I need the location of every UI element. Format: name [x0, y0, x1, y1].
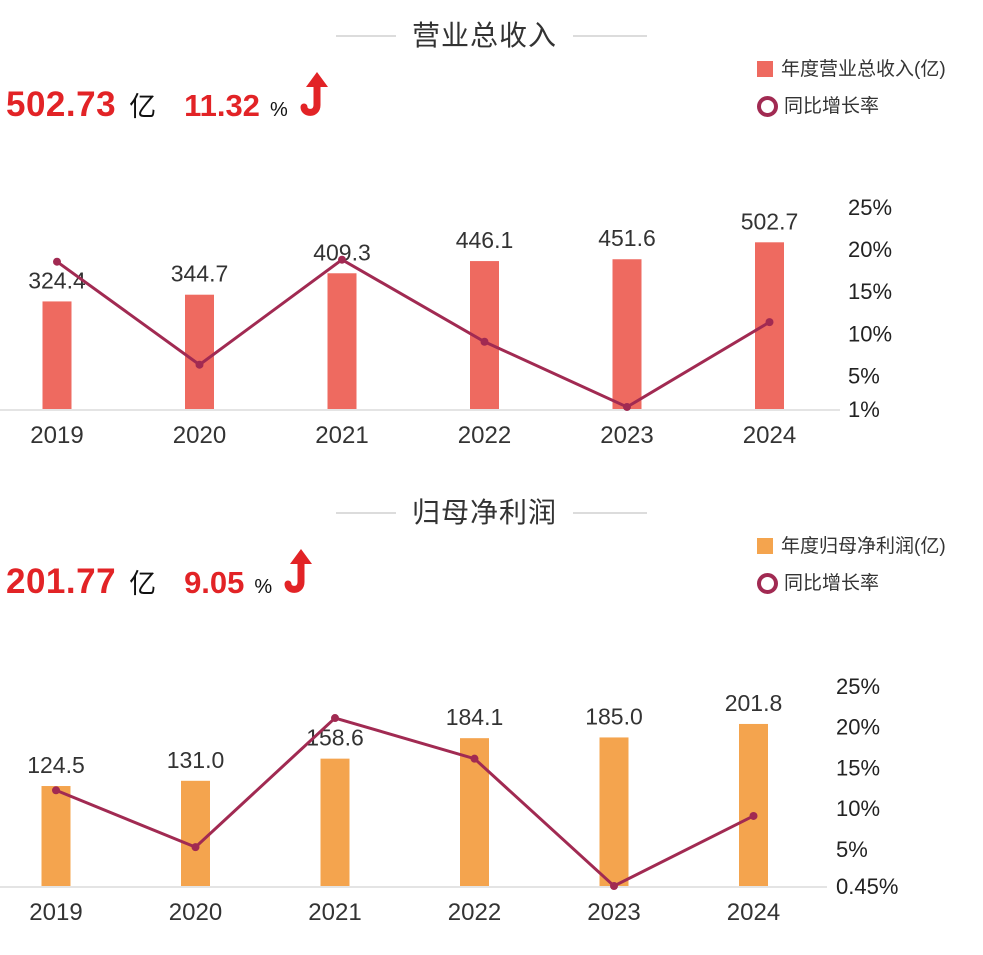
growth-point	[623, 402, 631, 411]
x-axis-label: 2019	[29, 899, 82, 926]
profit-legend: 年度归母净利润(亿) 同比增长率	[757, 535, 946, 609]
bar	[185, 294, 214, 409]
growth-point	[470, 754, 479, 763]
bar	[612, 259, 642, 409]
growth-point	[338, 255, 346, 264]
profit-chart-plot: 124.52019131.02020158.62021184.12022185.…	[0, 674, 898, 926]
x-axis-label: 2020	[173, 422, 226, 449]
bar	[460, 738, 489, 886]
bar-series-swatch	[757, 538, 773, 554]
bar	[181, 780, 210, 886]
bar	[41, 786, 71, 886]
revenue-legend: 年度营业总收入(亿) 同比增长率	[757, 58, 946, 132]
bar-series-label: 年度归母净利润(亿)	[781, 535, 946, 557]
y-axis-tick-label: 10%	[848, 321, 892, 346]
x-axis-label: 2019	[30, 422, 83, 449]
profit-section: 124.5 2019 131.0 2020 158.6 2021 184.1 2022 185.…	[0, 477, 983, 955]
revenue-kpi-value: 502.73	[6, 85, 117, 124]
x-axis-label: 2023	[587, 899, 640, 926]
y-axis-tick-label: 1%	[848, 397, 880, 422]
line-series-ring-icon	[757, 572, 778, 594]
line-series-label: 同比增长率	[784, 572, 880, 594]
growth-point	[53, 257, 61, 266]
profit-kpi-growth: 9.05	[184, 565, 245, 600]
bar-value-label: 446.1	[456, 227, 514, 253]
bar-value-label: 201.8	[725, 690, 783, 716]
y-axis-tick-label: 5%	[836, 837, 868, 862]
y-axis-tick-label: 20%	[848, 237, 892, 262]
legend-row-line: 同比增长率	[757, 95, 946, 117]
growth-point	[480, 337, 489, 346]
line-series-ring-icon	[757, 95, 778, 117]
growth-line	[55, 716, 755, 888]
bar	[739, 723, 768, 886]
growth-point	[331, 714, 339, 723]
title-dash-right	[573, 35, 647, 37]
y-axis-tick-label: 25%	[848, 195, 892, 220]
y-axis-tick-label: 15%	[848, 279, 892, 304]
up-arrow-icon	[284, 549, 313, 593]
growth-point	[765, 318, 774, 327]
revenue-chart-plot: 324.42019344.72020409.32021446.12022451.…	[0, 195, 892, 449]
bar-value-label: 324.4	[28, 267, 86, 293]
legend-row-bar: 年度归母净利润(亿)	[757, 535, 946, 557]
line-series-label: 同比增长率	[784, 95, 880, 117]
growth-point	[191, 843, 200, 852]
revenue-kpi-growth: 11.32	[184, 88, 260, 123]
growth-point	[52, 786, 60, 795]
y-axis-tick-label: 20%	[836, 715, 880, 740]
revenue-section: 324.4 2019 344.7 2020 409.3 2021 446.1 2022 451.…	[0, 22, 983, 449]
bar-series-swatch	[757, 61, 773, 77]
legend-row-line: 同比增长率	[757, 572, 946, 594]
bar-value-label: 185.0	[585, 703, 643, 729]
bar-series-label: 年度营业总收入(亿)	[781, 58, 946, 80]
y-axis-tick-label: 25%	[836, 674, 880, 699]
bar	[42, 301, 72, 409]
title-dash-left	[335, 512, 396, 514]
x-axis-label: 2022	[458, 422, 511, 449]
revenue-kpi-growth-unit: %	[269, 99, 288, 121]
bar-value-label: 184.1	[446, 704, 504, 730]
x-axis-label: 2021	[308, 899, 361, 926]
profit-kpi-growth-unit: %	[254, 576, 273, 598]
x-axis-label: 2022	[448, 899, 501, 926]
bar	[320, 758, 350, 886]
revenue-kpi: 502.73 亿 11.32 %	[6, 70, 332, 125]
growth-point	[749, 811, 758, 820]
growth-point	[195, 360, 204, 369]
up-arrow-icon	[300, 72, 328, 116]
bar	[599, 737, 629, 886]
bar-value-label: 124.5	[27, 752, 85, 778]
profit-kpi-value: 201.77	[6, 562, 117, 601]
y-axis-tick-label: 10%	[836, 796, 880, 821]
profit-kpi: 201.77 亿 9.05 %	[6, 547, 316, 602]
title-dash-left	[335, 35, 396, 37]
y-axis-tick-label: 5%	[848, 363, 880, 388]
bar-value-label: 131.0	[167, 747, 225, 773]
revenue-kpi-unit: 亿	[129, 92, 157, 122]
title-dash-right	[573, 512, 647, 514]
x-axis-label: 2024	[743, 422, 796, 449]
legend-row-bar: 年度营业总收入(亿)	[757, 58, 946, 80]
profit-chart-title: 归母净利润	[411, 497, 557, 528]
y-axis-tick-label: 15%	[836, 755, 880, 780]
x-axis-label: 2024	[727, 899, 780, 926]
bar-value-label: 451.6	[598, 225, 656, 251]
bar	[327, 273, 357, 409]
x-axis-label: 2020	[169, 899, 222, 926]
revenue-chart-title: 营业总收入	[411, 20, 557, 51]
profit-kpi-unit: 亿	[129, 569, 157, 599]
revenue-title-row: 营业总收入	[0, 22, 983, 50]
bar-value-label: 502.7	[741, 208, 799, 234]
y-axis-tick-label: 0.45%	[836, 874, 898, 899]
growth-line	[56, 257, 771, 409]
bar-value-label: 344.7	[171, 261, 229, 287]
x-axis-label: 2021	[315, 422, 368, 449]
growth-point	[610, 882, 618, 890]
x-axis-label: 2023	[600, 422, 653, 449]
profit-title-row: 归母净利润	[0, 499, 983, 527]
